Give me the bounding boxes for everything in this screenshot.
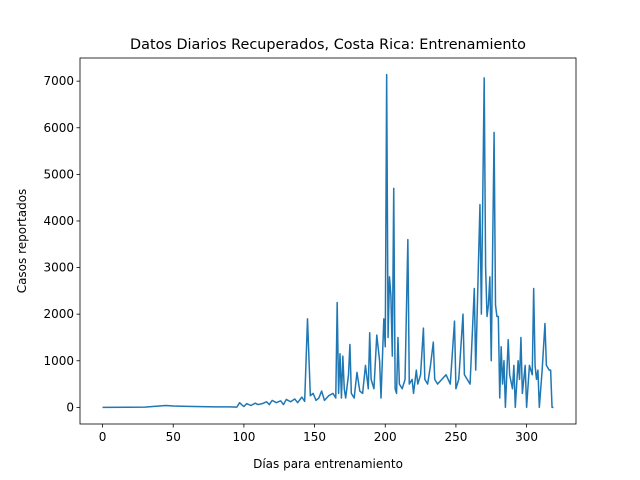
y-tick-label: 0 [66,400,74,414]
y-tick-label: 5000 [43,167,74,181]
axes-frame [79,57,577,425]
x-tick-label: 0 [99,430,107,444]
x-tick-label: 150 [303,430,326,444]
y-tick-label: 7000 [43,74,74,88]
x-tick-label: 300 [515,430,538,444]
x-tick-label: 200 [374,430,397,444]
x-tick-label: 100 [232,430,255,444]
x-tick-label: 250 [444,430,467,444]
y-tick-label: 3000 [43,261,74,275]
y-tick-label: 6000 [43,121,74,135]
data-line [102,73,554,409]
chart-title: Datos Diarios Recuperados, Costa Rica: E… [130,37,526,53]
y-tick-label: 1000 [43,354,74,368]
x-tick-label: 50 [166,430,181,444]
y-tick-label: 2000 [43,307,74,321]
y-axis-label: Casos reportados [15,189,29,294]
y-tick-label: 4000 [43,214,74,228]
x-axis-label: Días para entrenamiento [253,457,403,471]
